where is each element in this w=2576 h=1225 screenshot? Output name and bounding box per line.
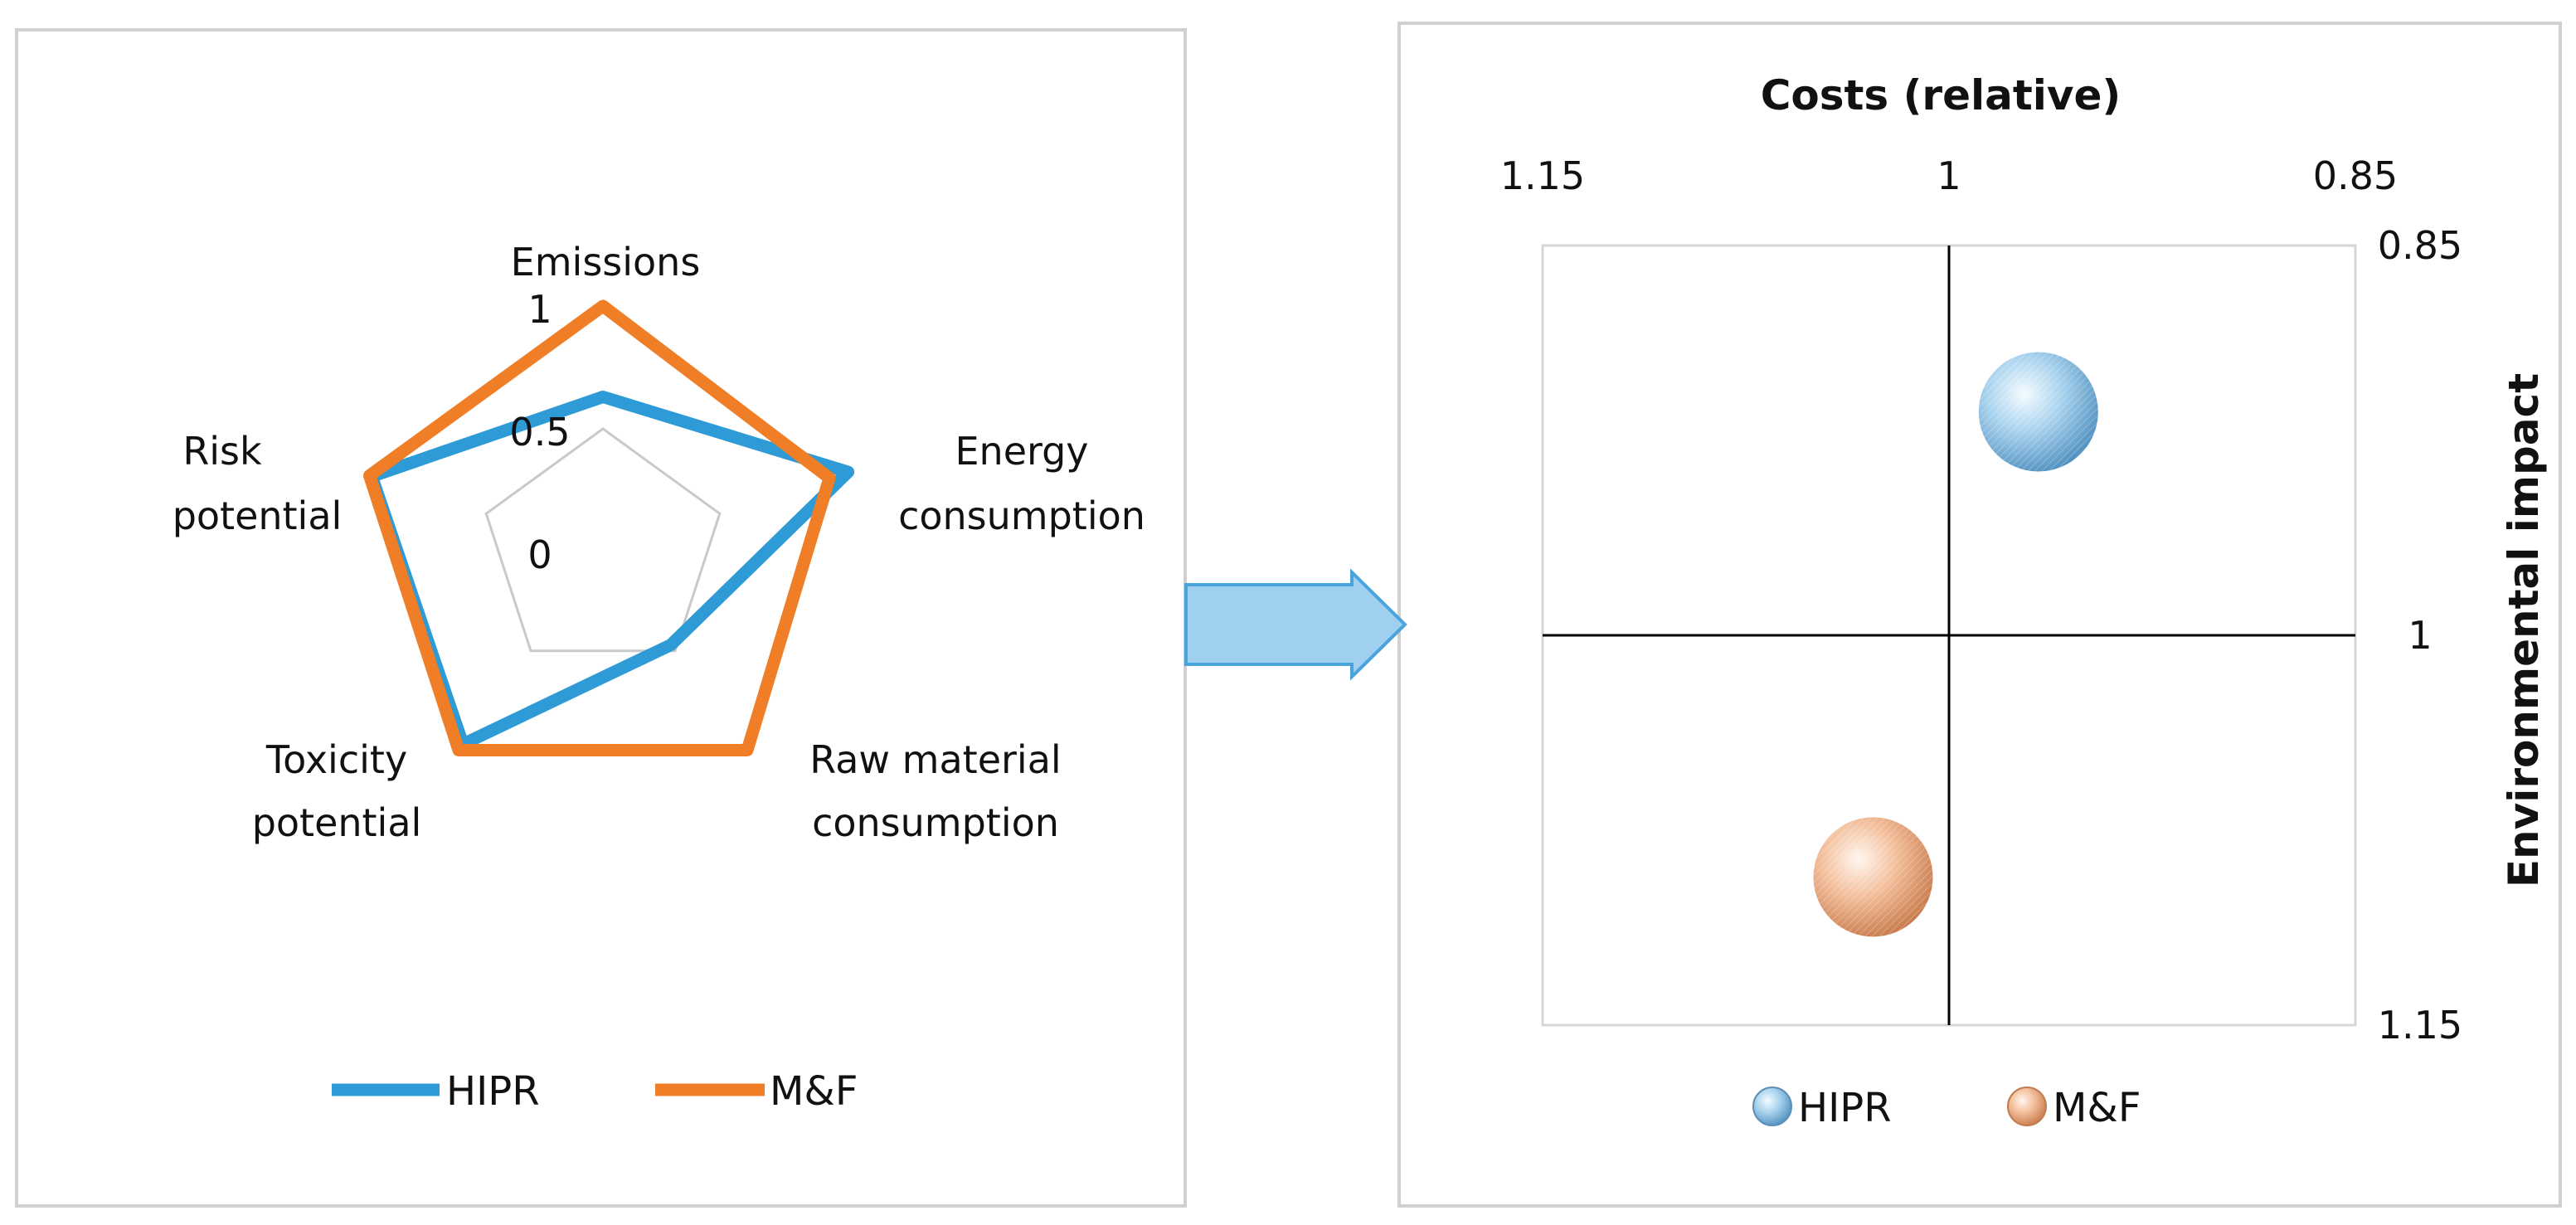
radar-gridline-0.5 — [484, 427, 722, 653]
bubble-xlabel: Costs (relative) — [1761, 71, 2122, 119]
radar-axis-label-energy-line1: Energy — [955, 429, 1088, 474]
radar-axis-label-risk-line2: potential — [173, 493, 343, 538]
bubble-legend-mf-label: M&F — [2053, 1085, 2141, 1131]
right-arrow-icon — [1184, 568, 1407, 681]
bubble-ytick-1.15: 1.15 — [2378, 1003, 2462, 1048]
radar-axis-label-energy-line2: consumption — [898, 493, 1145, 538]
bubble-panel — [1397, 22, 2562, 1208]
radar-axis-label-toxicity-line2: potential — [252, 800, 422, 845]
radar-tick-0.5: 0.5 — [509, 410, 570, 455]
bubble-legend-mf-marker — [2007, 1086, 2047, 1126]
bubble-ytick-1: 1 — [2408, 613, 2432, 658]
bubble-ylabel: Environmental impact — [2500, 373, 2548, 887]
radar-tick-0: 0 — [527, 532, 552, 577]
bubble-legend-hipr-label: HIPR — [1798, 1085, 1892, 1131]
bubble-point-hipr — [1978, 352, 2098, 472]
radar-legend-hipr-label: HIPR — [446, 1068, 540, 1115]
radar-axis-label-raw-material-line1: Raw material — [809, 737, 1061, 782]
radar-tick-1: 1 — [527, 287, 552, 332]
radar-axis-label-emissions: Emissions — [511, 240, 701, 284]
radar-legend-mf-label: M&F — [770, 1068, 858, 1115]
bubble-point-mf — [1813, 817, 1933, 937]
bubble-ytick-0.85: 0.85 — [2378, 223, 2462, 268]
bubble-xtick-1.15: 1.15 — [1500, 153, 1585, 198]
radar-series-mf — [363, 299, 836, 756]
radar-chart: 0 0.5 1 Emissions Energy consumption Raw… — [173, 240, 1145, 1115]
radar-axis-label-toxicity-line1: Toxicity — [265, 737, 407, 782]
radar-axis-label-risk-line1: Risk — [182, 429, 262, 474]
bubble-xtick-0.85: 0.85 — [2313, 153, 2398, 198]
bubble-chart: Costs (relative) Environmental impact 1.… — [1500, 71, 2548, 1131]
radar-axis-label-raw-material-line2: consumption — [812, 800, 1059, 845]
bubble-xtick-1: 1 — [1937, 153, 1961, 198]
bubble-legend-hipr-marker — [1752, 1086, 1792, 1126]
radar-panel — [15, 28, 1187, 1208]
